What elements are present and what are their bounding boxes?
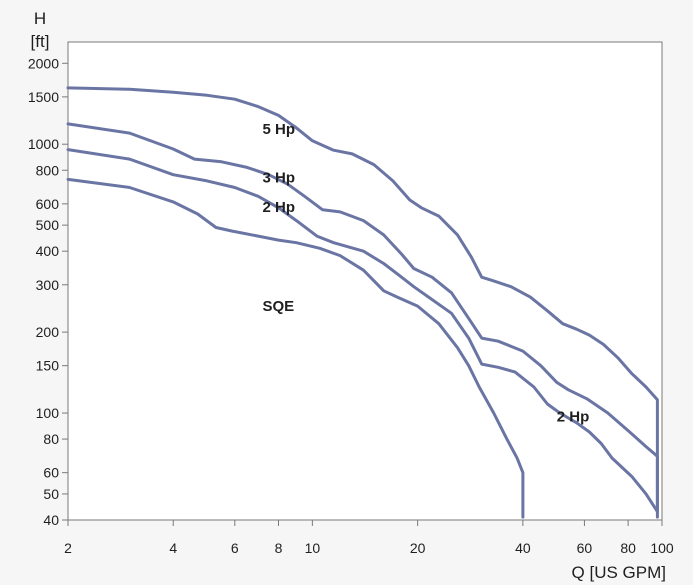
series-group: [66, 86, 659, 519]
y-tick-label: 60: [43, 465, 59, 481]
x-axis: 2 4 6 8 10 20 40 60 80 100: [64, 520, 674, 556]
x-tick-label: 2: [64, 540, 72, 556]
annotation-group: 5 Hp 3 Hp 2 Hp SQE 2 Hp: [262, 121, 589, 425]
y-tick-label: 400: [36, 243, 60, 259]
y-tick-label: 100: [36, 405, 60, 421]
x-axis-title: Q [US GPM]: [572, 563, 666, 582]
x-tick-label: 8: [275, 540, 283, 556]
y-tick-label: 2000: [28, 55, 59, 71]
x-tick-label: 80: [620, 540, 636, 556]
x-tick-label: 40: [515, 540, 531, 556]
y-tick-label: 50: [43, 486, 59, 502]
x-tick-label: 60: [577, 540, 593, 556]
curve-annotation: 2 Hp: [262, 199, 295, 216]
performance-curve-3: [66, 148, 659, 514]
y-tick-label: 80: [43, 431, 59, 447]
x-tick-label: 10: [305, 540, 321, 556]
x-tick-label: 20: [410, 540, 426, 556]
y-tick-label: 800: [36, 162, 60, 178]
y-tick-label: 1500: [28, 89, 59, 105]
y-tick-label: 40: [43, 512, 59, 528]
performance-curve-2: [66, 122, 659, 519]
curve-annotation: 3 Hp: [262, 170, 295, 187]
y-axis: 40 50 60 80 100 150 200 300 400 500 600 800 1000 1500…: [28, 55, 68, 528]
plot-area: [67, 41, 663, 521]
x-tick-label: 4: [169, 540, 177, 556]
x-tick-label: 100: [650, 540, 674, 556]
y-tick-label: 1000: [28, 136, 59, 152]
y-tick-label: 200: [36, 324, 60, 340]
y-axis-title: H: [34, 9, 46, 28]
y-tick-label: 600: [36, 196, 60, 212]
performance-curve-1: [66, 86, 659, 514]
y-tick-label: 300: [36, 277, 60, 293]
curve-annotation: 2 Hp: [557, 408, 590, 425]
y-tick-label: 150: [36, 358, 60, 374]
curve-annotation: SQE: [262, 298, 294, 315]
curve-annotation: 5 Hp: [262, 121, 295, 138]
performance-curve-4: [66, 177, 525, 519]
y-tick-label: 500: [36, 217, 60, 233]
y-axis-unit: [ft]: [31, 32, 50, 51]
x-tick-label: 6: [231, 540, 239, 556]
